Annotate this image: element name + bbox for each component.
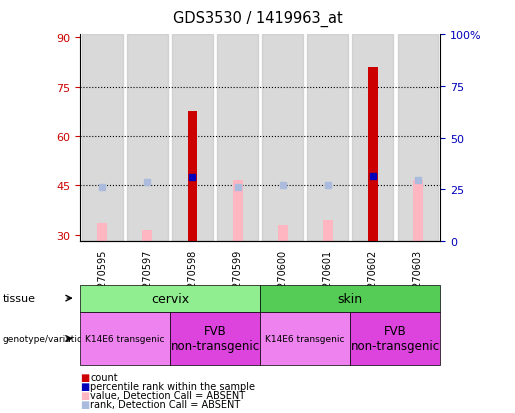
- Text: K14E6 transgenic: K14E6 transgenic: [265, 334, 345, 343]
- Text: ■: ■: [80, 390, 89, 400]
- Bar: [368, 233, 377, 242]
- Text: ■: ■: [80, 372, 89, 382]
- Text: GDS3530 / 1419963_at: GDS3530 / 1419963_at: [173, 10, 342, 26]
- Text: ■: ■: [80, 381, 89, 391]
- Bar: [323, 220, 333, 242]
- Bar: [217, 35, 258, 242]
- Text: ■: ■: [80, 399, 89, 409]
- Text: tissue: tissue: [3, 293, 36, 304]
- Text: count: count: [90, 372, 118, 382]
- Bar: [82, 35, 123, 242]
- Bar: [97, 223, 107, 242]
- Text: FVB
non-transgenic: FVB non-transgenic: [351, 325, 440, 353]
- Text: rank, Detection Call = ABSENT: rank, Detection Call = ABSENT: [90, 399, 241, 409]
- Text: value, Detection Call = ABSENT: value, Detection Call = ABSENT: [90, 390, 245, 400]
- Text: genotype/variation: genotype/variation: [3, 334, 89, 343]
- Bar: [262, 35, 303, 242]
- Bar: [233, 181, 243, 242]
- Bar: [127, 35, 168, 242]
- Text: cervix: cervix: [151, 292, 189, 305]
- Bar: [413, 181, 423, 242]
- Bar: [187, 112, 197, 242]
- Text: K14E6 transgenic: K14E6 transgenic: [85, 334, 165, 343]
- Bar: [143, 230, 152, 242]
- Bar: [187, 233, 197, 242]
- Bar: [278, 225, 287, 242]
- Text: percentile rank within the sample: percentile rank within the sample: [90, 381, 255, 391]
- Bar: [398, 35, 438, 242]
- Bar: [368, 68, 377, 242]
- Bar: [352, 35, 393, 242]
- Text: FVB
non-transgenic: FVB non-transgenic: [170, 325, 260, 353]
- Bar: [307, 35, 348, 242]
- Text: skin: skin: [338, 292, 363, 305]
- Bar: [172, 35, 213, 242]
